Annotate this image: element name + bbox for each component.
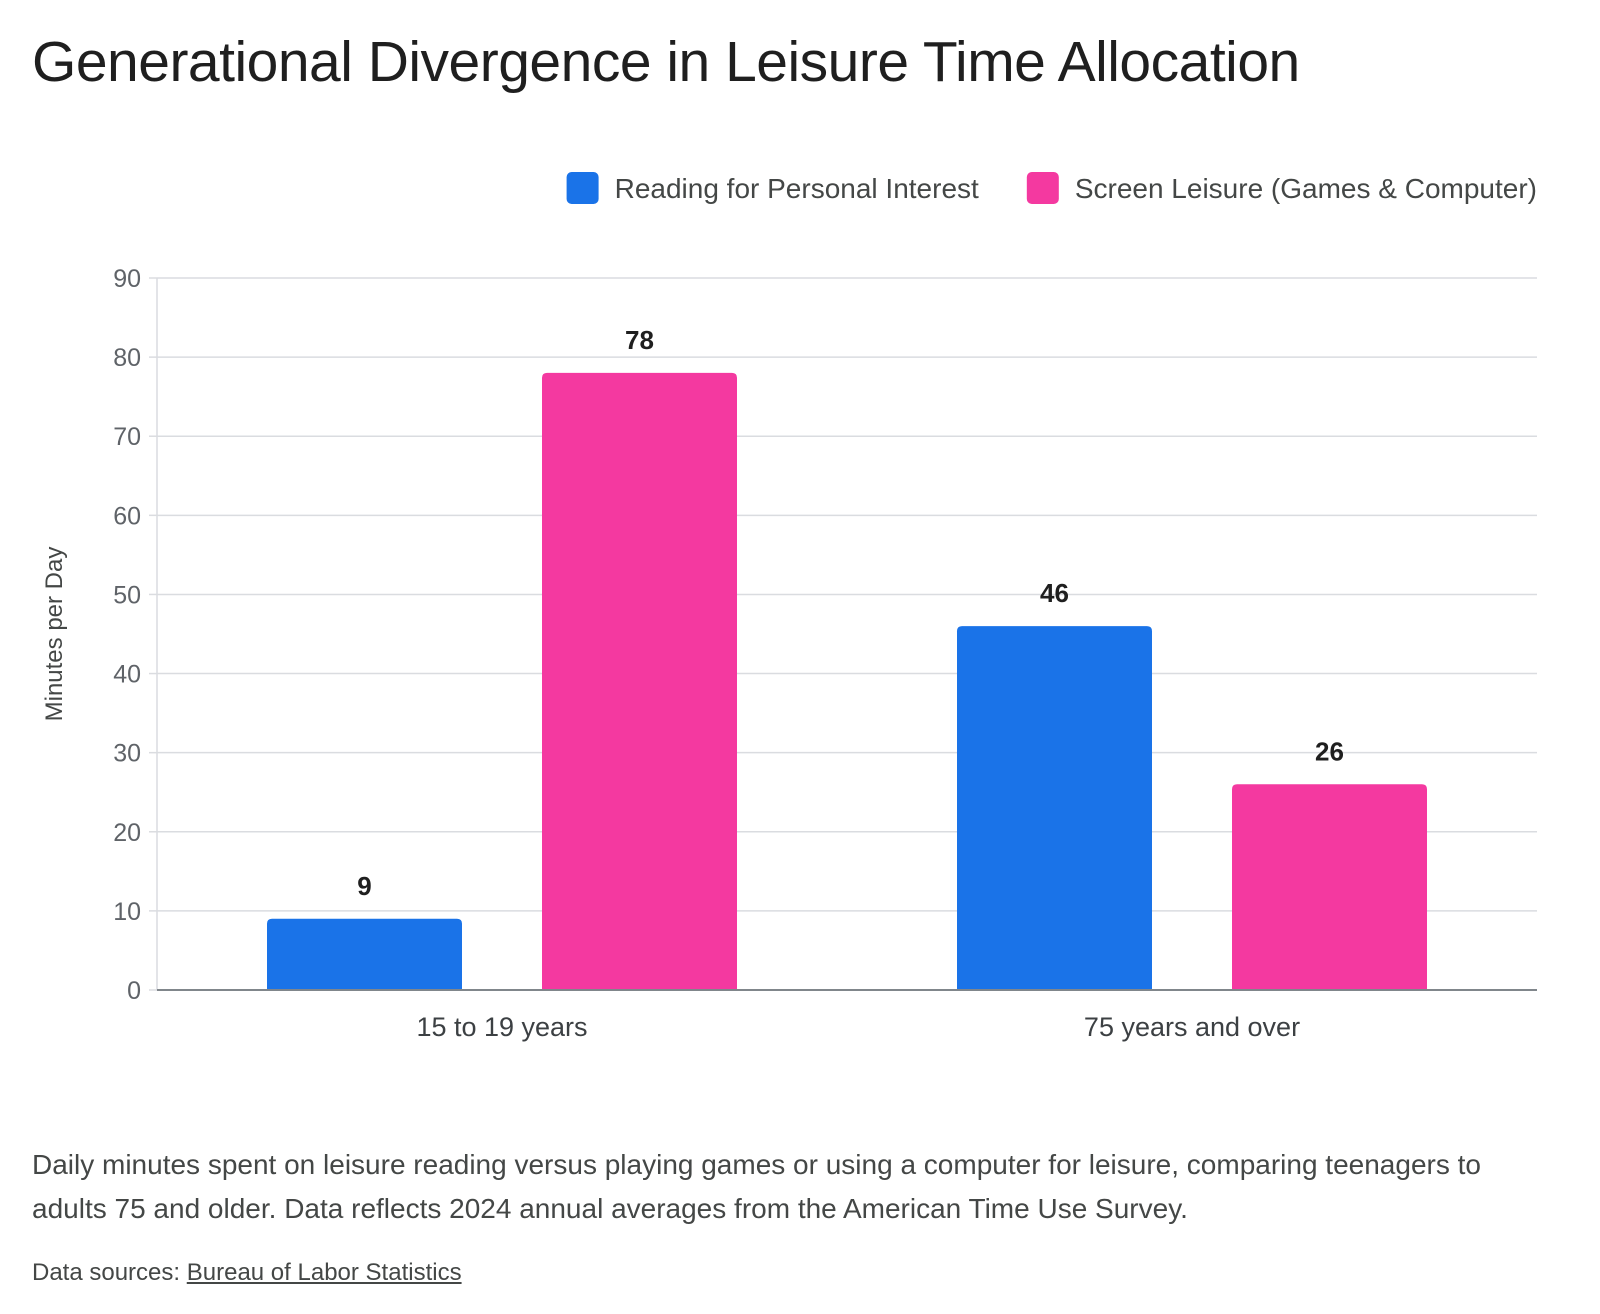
bar-chart: Reading for Personal Interest Screen Leis… bbox=[41, 172, 1537, 1042]
legend-swatch bbox=[566, 172, 599, 204]
data-label: 46 bbox=[1040, 578, 1069, 608]
bar[interactable] bbox=[542, 372, 737, 990]
sources-prefix: Data sources: bbox=[32, 1259, 181, 1286]
bars bbox=[267, 372, 1427, 990]
y-tick-label: 30 bbox=[113, 740, 141, 768]
y-tick-label: 40 bbox=[113, 661, 141, 689]
data-label: 9 bbox=[357, 871, 371, 901]
legend-swatch bbox=[1026, 172, 1059, 204]
data-label: 78 bbox=[625, 325, 654, 355]
y-tick-label: 0 bbox=[127, 977, 141, 1005]
data-sources: Data sources: Bureau of Labor Statistics bbox=[32, 1257, 462, 1289]
y-axis-ticks: 0 10 20 30 40 50 60 70 80 90 bbox=[113, 265, 157, 1005]
chart-caption: Daily minutes spent on leisure reading v… bbox=[32, 1149, 1481, 1224]
y-tick-label: 60 bbox=[113, 502, 141, 530]
y-axis-label: Minutes per Day bbox=[41, 547, 68, 722]
y-tick-label: 50 bbox=[113, 581, 141, 609]
y-tick-label: 10 bbox=[113, 898, 141, 926]
chart-legend: Reading for Personal Interest Screen Leis… bbox=[566, 172, 1537, 204]
bar[interactable] bbox=[957, 626, 1152, 990]
gridlines bbox=[156, 277, 1537, 990]
x-tick-label: 15 to 19 years bbox=[416, 1012, 587, 1042]
data-labels: 9 78 46 26 bbox=[357, 325, 1344, 901]
y-tick-label: 70 bbox=[113, 423, 141, 451]
data-label: 26 bbox=[1315, 736, 1344, 766]
legend-label: Screen Leisure (Games & Computer) bbox=[1075, 173, 1537, 204]
chart-title: Generational Divergence in Leisure Time … bbox=[32, 30, 1300, 94]
x-tick-label: 75 years and over bbox=[1084, 1012, 1300, 1042]
bar[interactable] bbox=[1232, 784, 1427, 990]
y-tick-label: 20 bbox=[113, 819, 141, 847]
y-tick-label: 90 bbox=[113, 265, 141, 293]
bls-source-link[interactable]: Bureau of Labor Statistics bbox=[186, 1259, 462, 1286]
x-axis-ticks: 15 to 19 years 75 years and over bbox=[416, 1012, 1300, 1042]
legend-label: Reading for Personal Interest bbox=[615, 173, 979, 204]
bar[interactable] bbox=[267, 918, 462, 990]
y-tick-label: 80 bbox=[113, 344, 141, 372]
